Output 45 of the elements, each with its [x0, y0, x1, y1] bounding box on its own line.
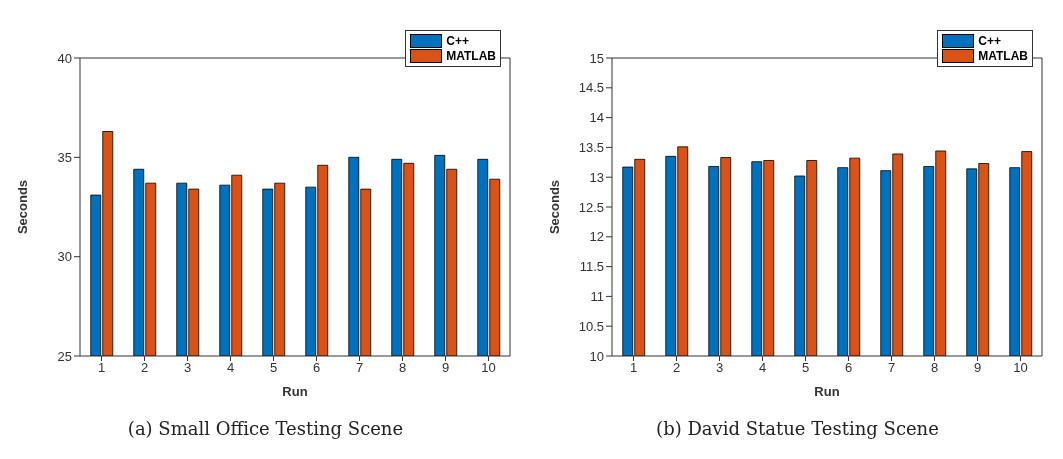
y-tick-label: 13.5 — [578, 140, 604, 156]
x-tick-label: 5 — [801, 360, 810, 376]
y-tick-label: 12.5 — [578, 199, 604, 215]
x-axis-title: Run — [282, 384, 308, 399]
y-axis-title: Seconds — [546, 179, 562, 235]
x-tick-label: 4 — [758, 360, 767, 376]
x-tick-label: 1 — [629, 360, 638, 376]
x-tick-label: 2 — [672, 360, 681, 376]
y-tick-label: 13 — [589, 169, 604, 185]
x-tick-label: 7 — [355, 360, 364, 376]
text: (a) Small Office Testing Scene — [126, 418, 405, 439]
x-tick-label: 9 — [973, 360, 982, 376]
x-tick-label: 5 — [269, 360, 278, 376]
legend-label: MATLAB — [446, 49, 496, 63]
y-tick-label: 25 — [57, 348, 72, 364]
y-tick-label: 40 — [57, 50, 72, 66]
y-tick-label: 10.5 — [578, 318, 604, 334]
x-tick-label: 3 — [183, 360, 192, 376]
x-tick-label: 4 — [226, 360, 235, 376]
x-tick-label: 8 — [398, 360, 407, 376]
legend-label: C++ — [978, 34, 1001, 48]
y-tick-label: 15 — [589, 50, 604, 66]
y-tick-label: 12 — [589, 229, 604, 245]
text: (b) David Statue Testing Scene — [655, 418, 940, 439]
x-axis-title: Run — [814, 384, 840, 399]
x-tick-label: 7 — [887, 360, 896, 376]
x-tick-label: 1 — [97, 360, 106, 376]
y-tick-label: 11.5 — [579, 259, 604, 275]
x-tick-label: 10 — [1013, 360, 1028, 376]
x-tick-label: 6 — [844, 360, 853, 376]
y-tick-label: 14.5 — [578, 80, 604, 96]
legend-label: C++ — [446, 34, 469, 48]
y-tick-label: 14 — [589, 110, 604, 126]
x-tick-label: 3 — [715, 360, 724, 376]
x-tick-label: 2 — [140, 360, 149, 376]
legend-label: MATLAB — [978, 49, 1028, 63]
x-tick-label: 10 — [481, 360, 496, 376]
y-axis-title: Seconds — [14, 179, 30, 235]
y-tick-label: 11 — [590, 289, 604, 305]
x-tick-label: 8 — [930, 360, 939, 376]
y-tick-label: 35 — [57, 149, 72, 165]
x-tick-label: 9 — [441, 360, 450, 376]
y-tick-label: 10 — [589, 348, 604, 364]
x-tick-label: 6 — [312, 360, 321, 376]
y-tick-label: 30 — [57, 249, 72, 265]
